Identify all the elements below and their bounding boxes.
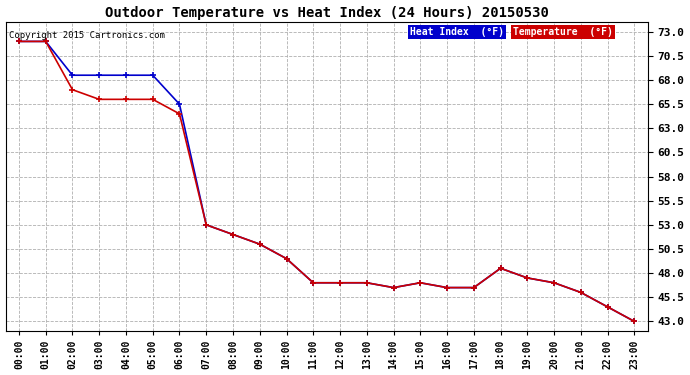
Text: Heat Index  (°F): Heat Index (°F): [410, 27, 504, 37]
Text: Temperature  (°F): Temperature (°F): [513, 27, 613, 37]
Text: Copyright 2015 Cartronics.com: Copyright 2015 Cartronics.com: [9, 32, 165, 40]
Title: Outdoor Temperature vs Heat Index (24 Hours) 20150530: Outdoor Temperature vs Heat Index (24 Ho…: [105, 6, 549, 20]
